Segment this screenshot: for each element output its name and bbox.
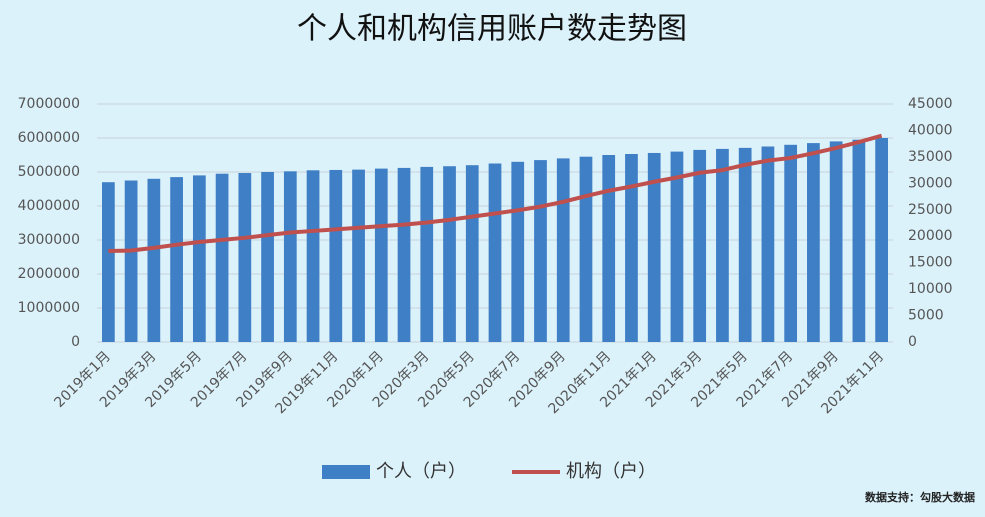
bar (192, 175, 206, 342)
bar (443, 166, 456, 342)
legend-swatch (322, 465, 370, 479)
legend-label: 机构（户） (566, 461, 656, 482)
bar (420, 166, 434, 342)
bar (283, 171, 297, 342)
bar (625, 153, 638, 342)
bar (215, 173, 229, 342)
bar (511, 161, 525, 342)
y-tick-label: 4000000 (18, 198, 80, 214)
bar (579, 156, 593, 342)
bar (693, 149, 707, 342)
bar (807, 143, 820, 342)
y2-tick-label: 30000 (908, 175, 953, 191)
y2-tick-label: 15000 (908, 255, 953, 271)
bar (261, 172, 274, 342)
y2-tick-label: 5000 (908, 308, 944, 324)
bar (488, 163, 502, 342)
line (108, 133, 883, 254)
y2-tick-label: 25000 (908, 202, 953, 218)
y-tick-label: 3000000 (18, 232, 80, 248)
bar (124, 180, 138, 342)
bar (647, 152, 661, 342)
y-tick-label: 7000000 (18, 96, 80, 112)
y-tick-label: 1000000 (18, 300, 80, 316)
bar (170, 177, 183, 342)
bar (556, 158, 570, 342)
chart-title: 个人和机构信用账户数走势图 (297, 12, 687, 47)
bar (352, 169, 365, 342)
y-tick-label: 6000000 (18, 130, 80, 146)
bar (374, 168, 388, 342)
bar (670, 151, 684, 342)
y2-tick-label: 40000 (908, 122, 953, 138)
bar (716, 148, 729, 342)
bar (534, 160, 547, 342)
bar (761, 146, 775, 342)
bar (306, 170, 320, 342)
source: 数据支持：勾股大数据 (865, 490, 975, 504)
y2-tick-label: 45000 (908, 96, 953, 112)
bar (829, 141, 843, 342)
bar (329, 169, 343, 342)
bar (465, 165, 479, 342)
y2-tick-label: 20000 (908, 228, 953, 244)
legend-label: 个人（户） (376, 461, 466, 482)
bar (602, 155, 616, 342)
bar (852, 139, 866, 342)
bar (147, 178, 161, 342)
y2-tick-label: 35000 (908, 149, 953, 165)
bar (784, 144, 798, 342)
bar (102, 182, 115, 342)
bar (238, 173, 252, 342)
y-tick-label: 2000000 (18, 266, 80, 282)
y-tick-label: 0 (71, 334, 80, 350)
bar (875, 138, 888, 342)
bar (397, 167, 411, 342)
y-tick-label: 5000000 (18, 164, 80, 180)
bar (738, 147, 752, 342)
y2-tick-label: 10000 (908, 281, 953, 297)
y2-tick-label: 0 (908, 334, 917, 350)
